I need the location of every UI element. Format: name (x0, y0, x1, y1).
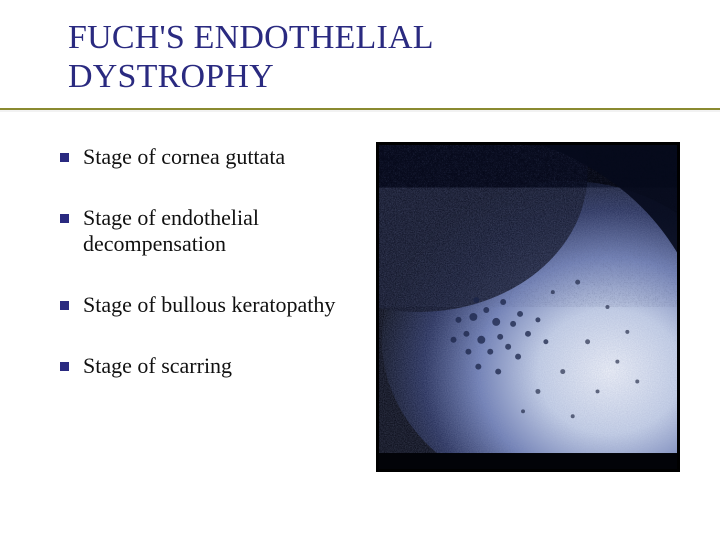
slide: FUCH'S ENDOTHELIAL DYSTROPHY Stage of co… (0, 0, 720, 540)
bullet-list: Stage of cornea guttata Stage of endothe… (60, 142, 358, 414)
square-bullet-icon (60, 301, 69, 310)
title-underline (0, 108, 720, 110)
list-item: Stage of cornea guttata (60, 144, 358, 169)
title-line-1: FUCH'S ENDOTHELIAL (68, 19, 434, 56)
page-title: FUCH'S ENDOTHELIAL DYSTROPHY (68, 18, 680, 96)
square-bullet-icon (60, 214, 69, 223)
bullet-text: Stage of cornea guttata (83, 144, 285, 169)
list-item: Stage of scarring (60, 353, 358, 378)
square-bullet-icon (60, 362, 69, 371)
list-item: Stage of endothelial decompensation (60, 205, 358, 256)
list-item: Stage of bullous keratopathy (60, 292, 358, 317)
content-row: Stage of cornea guttata Stage of endothe… (60, 142, 680, 472)
clinical-image (376, 142, 680, 472)
bullet-text: Stage of scarring (83, 353, 232, 378)
bullet-text: Stage of bullous keratopathy (83, 292, 335, 317)
title-line-2: DYSTROPHY (68, 58, 274, 95)
square-bullet-icon (60, 153, 69, 162)
bullet-text: Stage of endothelial decompensation (83, 205, 358, 256)
